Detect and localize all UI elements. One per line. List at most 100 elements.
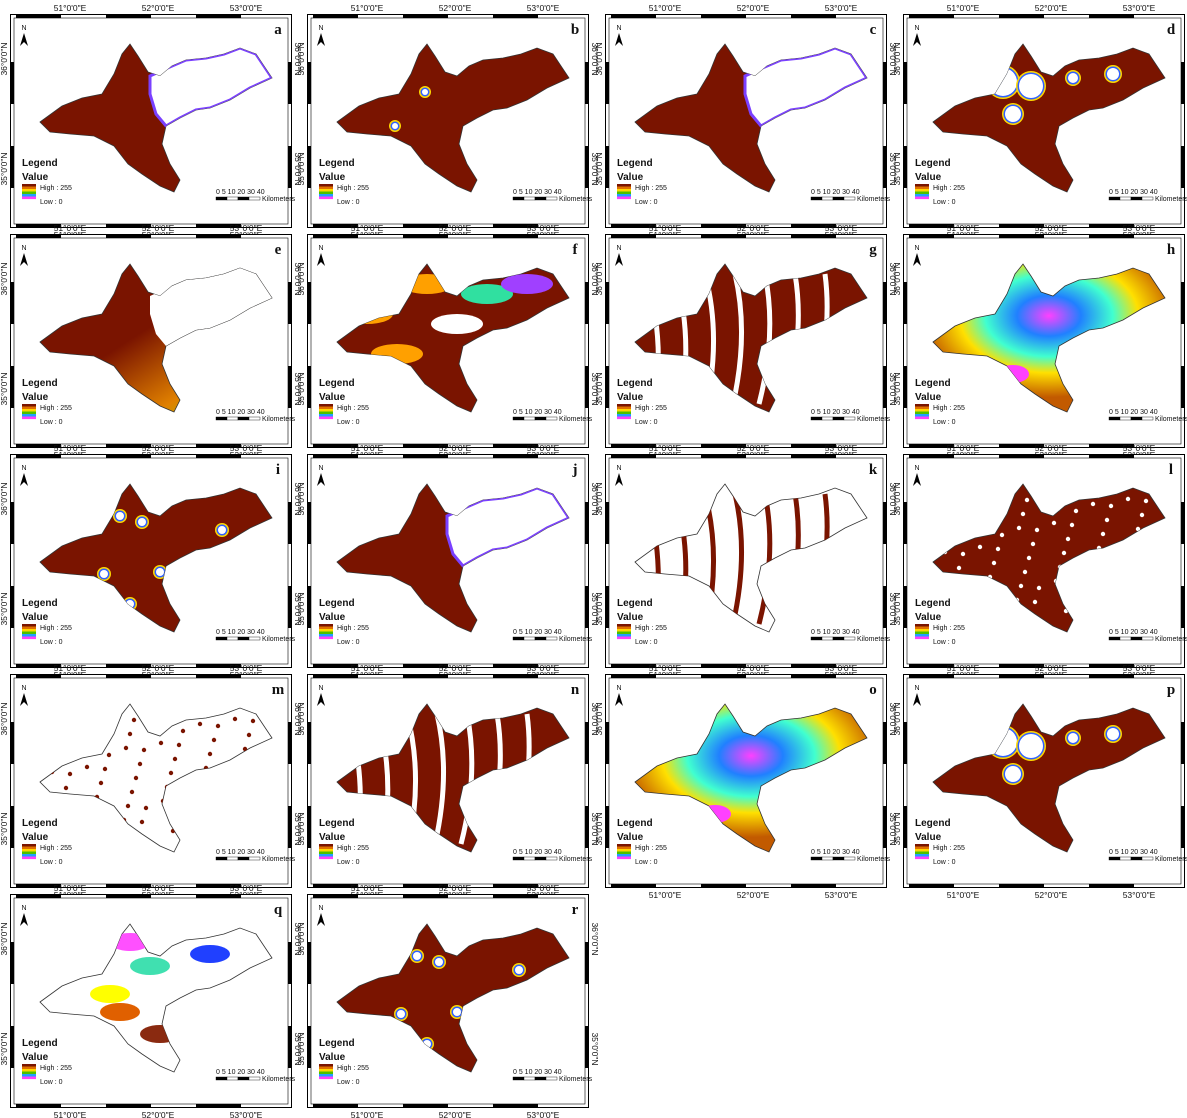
legend-ramp-swatch [915, 844, 929, 847]
legend-ramp-swatch [915, 189, 929, 192]
lon-tick-label: 53°0'0"E [1123, 890, 1156, 900]
study-area-map [336, 483, 570, 633]
north-label: N [914, 465, 919, 472]
scale-bar-unit: Kilometers [262, 636, 296, 643]
lat-tick-label: 36°0'0"N [0, 262, 9, 295]
lat-tick-label: 35°0'0"N [888, 152, 898, 185]
map-panel-c: 51°0'0"E 51°0'0"E 52°0'0"E 52°0'0"E 53°0'0"E… [594, 3, 898, 240]
legend-title: Legend [617, 378, 653, 389]
lat-tick-label: 36°0'0"N [296, 702, 306, 735]
legend-ramp-swatch [915, 629, 929, 632]
legend-low-label: Low : 0 [337, 419, 360, 426]
lat-tick-label: 36°0'0"N [296, 262, 306, 295]
legend-ramp-swatch [319, 849, 333, 852]
legend-ramp-swatch [319, 626, 333, 630]
scale-bar-unit: Kilometers [1155, 636, 1187, 643]
lon-tick-label: 52°0'0"E [142, 663, 175, 673]
legend-ramp-swatch [617, 404, 631, 407]
legend-ramp-swatch [617, 629, 631, 632]
legend-high-label: High : 255 [40, 185, 72, 192]
lat-tick-label: 36°0'0"N [594, 262, 604, 295]
legend-subtitle: Value [22, 172, 49, 183]
legend-ramp-swatch [319, 624, 333, 627]
map-panel-o: 51°0'0"E 51°0'0"E 52°0'0"E 52°0'0"E 53°0'0"E… [594, 663, 898, 900]
legend-low-label: Low : 0 [933, 859, 956, 866]
study-area-map [336, 923, 570, 1073]
legend-ramp-swatch [915, 634, 929, 637]
lon-tick-label: 52°0'0"E [439, 1110, 472, 1118]
lon-tick-label: 53°0'0"E [1123, 663, 1156, 673]
lat-tick-label: 36°0'0"N [888, 42, 898, 75]
lon-tick-label: 51°0'0"E [351, 223, 384, 233]
lat-tick-label: 35°0'0"N [590, 592, 600, 625]
legend: Legend Value High : 255 Low : 0 [617, 598, 667, 646]
lon-tick-label: 52°0'0"E [737, 443, 770, 453]
lon-tick-label: 53°0'0"E [527, 883, 560, 893]
legend-ramp-swatch [22, 191, 36, 195]
lon-tick-label: 52°0'0"E [1035, 3, 1068, 13]
map-panel-e: 51°0'0"E 51°0'0"E 52°0'0"E 52°0'0"E 53°0'0"E… [0, 223, 303, 460]
map-panel-b: 51°0'0"E 51°0'0"E 52°0'0"E 52°0'0"E 53°0'0"E… [296, 3, 600, 240]
legend-ramp-swatch [319, 636, 333, 640]
legend-ramp-swatch [915, 414, 929, 417]
lon-tick-label: 53°0'0"E [527, 3, 560, 13]
lat-tick-label: 35°0'0"N [590, 372, 600, 405]
legend-ramp-swatch [22, 416, 36, 420]
lat-tick-label: 35°0'0"N [0, 1032, 9, 1065]
legend-ramp-swatch [915, 854, 929, 857]
legend-ramp-swatch [319, 189, 333, 192]
legend-ramp-swatch [22, 1066, 36, 1070]
legend: Legend Value High : 255 Low : 0 [22, 818, 72, 866]
legend-subtitle: Value [617, 392, 644, 403]
legend: Legend Value High : 255 Low : 0 [617, 158, 667, 206]
lon-tick-label: 52°0'0"E [1035, 443, 1068, 453]
lat-tick-label: 35°0'0"N [296, 1032, 306, 1065]
legend-ramp-swatch [915, 411, 929, 415]
lon-tick-label: 51°0'0"E [54, 1110, 87, 1118]
legend-ramp-swatch [22, 194, 36, 197]
north-arrow-icon [615, 253, 623, 266]
legend-ramp-swatch [22, 186, 36, 190]
legend-ramp-swatch [915, 191, 929, 195]
lon-tick-label: 53°0'0"E [825, 663, 858, 673]
lat-tick-label: 35°0'0"N [296, 152, 306, 185]
legend-title: Legend [915, 818, 951, 829]
north-arrow-icon [913, 473, 921, 486]
scale-bar-labels: 0 5 10 20 30 40 [513, 189, 562, 196]
scale-bar-labels: 0 5 10 20 30 40 [216, 629, 265, 636]
lat-tick-label: 36°0'0"N [0, 922, 9, 955]
lat-tick-label: 35°0'0"N [0, 592, 9, 625]
legend-ramp-swatch [319, 851, 333, 855]
lat-tick-label: 35°0'0"N [293, 152, 303, 185]
legend-ramp-swatch [319, 186, 333, 190]
north-label: N [914, 685, 919, 692]
legend-ramp-swatch [22, 1074, 36, 1077]
lon-tick-label: 52°0'0"E [142, 883, 175, 893]
legend-low-label: Low : 0 [933, 199, 956, 206]
legend-ramp-swatch [22, 411, 36, 415]
north-arrow-icon [20, 693, 28, 706]
north-label: N [914, 25, 919, 32]
lon-tick-label: 52°0'0"E [142, 3, 175, 13]
lon-tick-label: 51°0'0"E [947, 443, 980, 453]
legend: Legend Value High : 255 Low : 0 [915, 818, 965, 866]
legend-subtitle: Value [915, 832, 942, 843]
legend-ramp-swatch [22, 629, 36, 632]
panel-letter: b [571, 22, 579, 38]
legend-title: Legend [22, 818, 58, 829]
legend-title: Legend [22, 1038, 58, 1049]
legend-ramp-swatch [915, 846, 929, 850]
legend-low-label: Low : 0 [40, 639, 63, 646]
lat-tick-label: 35°0'0"N [293, 812, 303, 845]
legend-ramp-swatch [617, 844, 631, 847]
legend: Legend Value High : 255 Low : 0 [22, 378, 72, 426]
lat-tick-label: 35°0'0"N [892, 372, 902, 405]
north-label: N [616, 25, 621, 32]
legend-ramp-swatch [22, 1076, 36, 1080]
lon-tick-label: 51°0'0"E [54, 883, 87, 893]
legend-high-label: High : 255 [40, 625, 72, 632]
lat-tick-label: 36°0'0"N [293, 922, 303, 955]
